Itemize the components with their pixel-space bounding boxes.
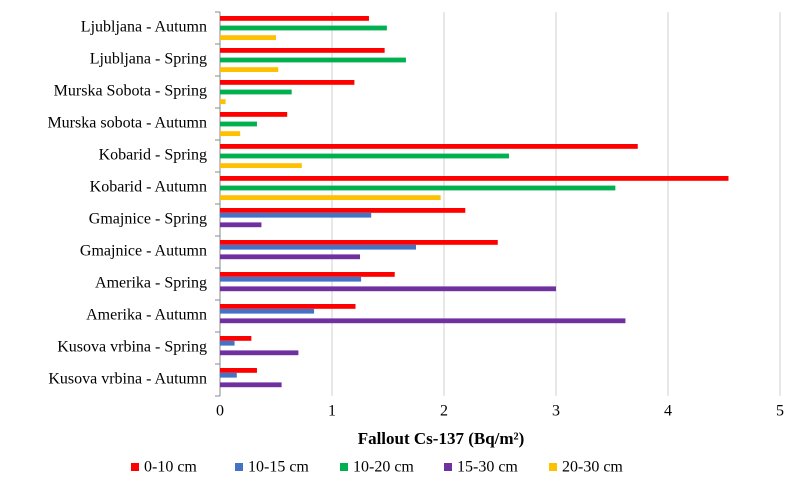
- legend-swatch: [235, 463, 243, 471]
- bar: [220, 67, 279, 72]
- y-tick-label: Kobarid - Autumn: [90, 179, 207, 196]
- x-axis-label: Fallout Cs-137 (Bq/m²): [358, 429, 525, 448]
- bar: [220, 195, 441, 200]
- y-tick-label: Kusova vrbina - Spring: [57, 339, 207, 356]
- bar: [220, 185, 616, 191]
- bar: [220, 144, 638, 149]
- legend-swatch: [340, 463, 348, 471]
- bar: [220, 244, 416, 250]
- x-tick-label: 1: [328, 403, 336, 420]
- y-tick-label: Murska Sobota - Spring: [54, 83, 207, 100]
- y-tick-label: Amerika - Autumn: [86, 307, 207, 324]
- bar: [220, 254, 360, 260]
- bar: [220, 372, 237, 378]
- y-tick-label: Kusova vrbina - Autumn: [48, 371, 207, 388]
- bar: [220, 368, 257, 373]
- bar: [220, 112, 288, 117]
- bar: [220, 340, 235, 346]
- bar: [220, 35, 276, 40]
- bar: [220, 208, 466, 213]
- bar: [220, 336, 252, 341]
- bar: [220, 153, 509, 159]
- x-tick-label: 4: [664, 403, 672, 420]
- legend-swatch: [131, 463, 139, 471]
- legend-label: 15-30 cm: [457, 459, 518, 476]
- bar: [220, 16, 369, 21]
- y-tick-label: Ljubljana - Spring: [90, 51, 207, 68]
- legend-label: 10-20 cm: [353, 459, 414, 476]
- y-tick-label: Gmajnice - Spring: [89, 211, 207, 228]
- bar: [220, 25, 387, 31]
- bar: [220, 212, 372, 218]
- bar: [220, 163, 302, 168]
- bar: [220, 286, 556, 292]
- bar: [220, 350, 299, 356]
- x-tick-label: 2: [440, 403, 448, 420]
- bar: [220, 222, 262, 228]
- bar: [220, 89, 292, 95]
- legend-swatch: [549, 463, 557, 471]
- bar: [220, 131, 241, 136]
- bar: [220, 276, 362, 282]
- x-tick-label: 3: [552, 403, 560, 420]
- bar: [220, 240, 498, 245]
- bar: [220, 176, 729, 181]
- bar: [220, 121, 257, 127]
- legend-label: 10-15 cm: [248, 459, 309, 476]
- bar: [220, 382, 282, 388]
- bar: [220, 57, 406, 63]
- bar: [220, 308, 315, 314]
- bar: [220, 80, 355, 85]
- legend-swatch: [444, 463, 452, 471]
- y-tick-label: Amerika - Spring: [95, 275, 207, 292]
- bar: [220, 48, 385, 53]
- bar: [220, 304, 356, 309]
- legend-label: 0-10 cm: [144, 459, 197, 476]
- y-tick-label: Ljubljana - Autumn: [81, 19, 207, 36]
- x-tick-label: 0: [216, 403, 224, 420]
- x-tick-label: 5: [776, 403, 784, 420]
- y-tick-label: Gmajnice - Autumn: [80, 243, 207, 260]
- y-tick-label: Murska sobota - Autumn: [47, 115, 207, 132]
- bar: [220, 272, 395, 277]
- bar: [220, 318, 626, 324]
- y-tick-label: Kobarid - Spring: [99, 147, 207, 164]
- bar: [220, 99, 226, 104]
- legend-label: 20-30 cm: [562, 459, 623, 476]
